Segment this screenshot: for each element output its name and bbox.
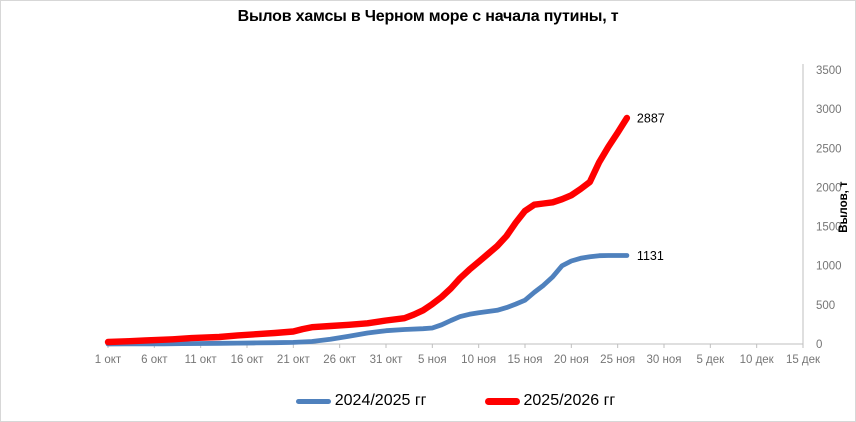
chart-title: Вылов хамсы в Черном море с начала путин… [237, 8, 619, 25]
legend-item-2025-2026: 2025/2026 гг [484, 392, 616, 410]
x-tick-label: 11 окт [185, 354, 218, 366]
y-axis-title: Вылов, т [838, 181, 850, 233]
y-tick-label: 3000 [816, 104, 842, 116]
x-tick-label: 25 ноя [600, 354, 635, 366]
x-tick-label: 15 ноя [508, 354, 543, 366]
x-tick-label: 10 дек [740, 354, 775, 366]
y-tick-label: 3500 [816, 65, 842, 77]
x-tick-label: 6 окт [141, 354, 168, 366]
x-tick-label: 26 окт [323, 354, 357, 366]
x-tick-label: 5 дек [696, 354, 725, 366]
legend: 2024/2025 гг 2025/2026 гг [108, 386, 803, 416]
x-tick-label: 21 окт [277, 354, 311, 366]
series-line-2024-2025 [105, 253, 630, 347]
legend-label-2025-2026: 2025/2026 гг [523, 392, 616, 409]
y-tick-label: 2500 [816, 143, 842, 155]
x-tick-label: 20 ноя [554, 354, 589, 366]
x-tick-label: 30 ноя [647, 354, 682, 366]
data-label-2887: 2887 [637, 111, 665, 125]
x-tick-label: 10 ноя [461, 354, 496, 366]
series-line-2025-2026 [104, 114, 631, 346]
x-tick-label: 5 ноя [418, 354, 447, 366]
x-tick-label: 31 окт [370, 354, 404, 366]
y-tick-label: 500 [816, 300, 835, 312]
y-tick-label: 1500 [816, 222, 842, 234]
legend-line-marker-2024-2025-icon [295, 398, 331, 404]
x-tick-label: 1 окт [95, 354, 122, 366]
legend-item-2024-2025: 2024/2025 гг [295, 392, 427, 410]
x-tick-label: 15 дек [786, 354, 821, 366]
y-tick-label: 0 [816, 339, 822, 351]
data-label-1131: 1131 [637, 249, 664, 263]
legend-line-marker-2025-2026-icon [484, 397, 520, 405]
legend-label-2024-2025: 2024/2025 гг [334, 392, 427, 409]
x-tick-label: 16 окт [231, 354, 265, 366]
y-tick-label: 2000 [816, 182, 842, 194]
y-tick-label: 1000 [816, 261, 842, 273]
